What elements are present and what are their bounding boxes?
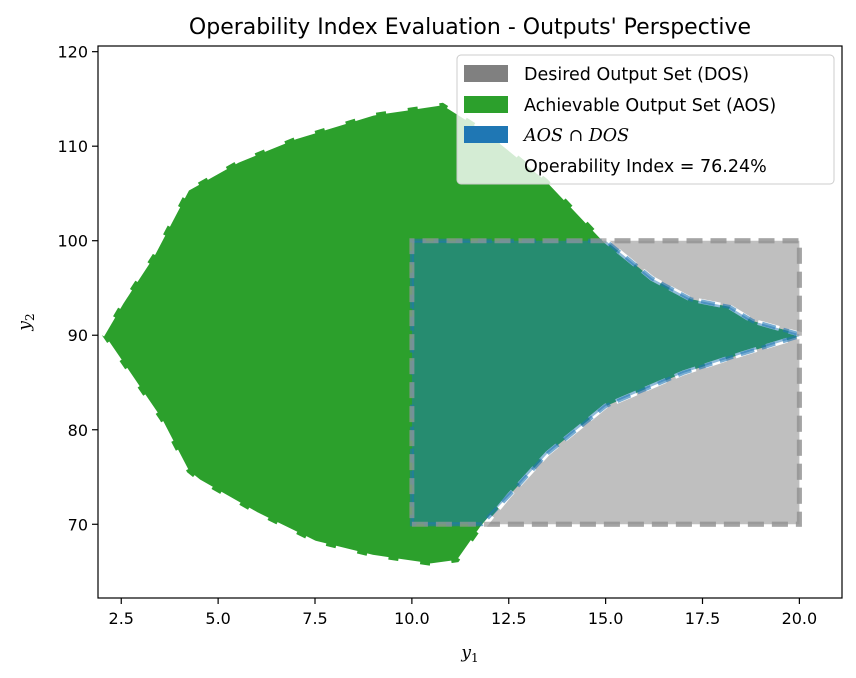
y-tick-label: 100 — [57, 232, 88, 251]
legend-label-dos: Desired Output Set (DOS) — [524, 65, 749, 85]
legend-label-intersection: AOS ∩ DOS — [522, 126, 629, 146]
chart-title: Operability Index Evaluation - Outputs' … — [189, 15, 751, 40]
plot-area — [99, 100, 806, 569]
y-tick-label: 110 — [57, 137, 88, 156]
legend-box — [456, 54, 835, 185]
x-tick-label: 17.5 — [685, 609, 721, 628]
y-axis: 70 80 90 100 110 120 — [57, 43, 98, 534]
legend: Desired Output Set (DOS) Achievable Outp… — [456, 54, 835, 185]
intersection-region — [409, 238, 802, 527]
x-tick-label: 15.0 — [588, 609, 624, 628]
y-axis-label: y2 — [15, 313, 37, 331]
y-tick-label: 90 — [68, 326, 88, 345]
y-tick-label: 120 — [57, 43, 88, 62]
axes-frame — [97, 45, 843, 599]
legend-swatch-aos — [464, 96, 508, 113]
legend-swatch-dos — [464, 65, 508, 82]
dos-outline — [409, 238, 802, 527]
x-axis-label: y1 — [460, 643, 478, 665]
x-axis: 2.5 5.0 7.5 10.0 12.5 15.0 17.5 20.0 — [109, 598, 818, 628]
x-tick-label: 10.0 — [394, 609, 430, 628]
x-tick-label: 12.5 — [491, 609, 527, 628]
x-tick-label: 5.0 — [205, 609, 230, 628]
x-tick-label: 7.5 — [302, 609, 327, 628]
x-tick-label: 2.5 — [109, 609, 134, 628]
legend-label-operability-index: Operability Index = 76.24% — [524, 157, 767, 177]
legend-swatch-intersection — [464, 126, 508, 143]
legend-label-aos: Achievable Output Set (AOS) — [524, 96, 776, 116]
y-tick-label: 70 — [68, 515, 88, 534]
intersection-polygon — [409, 238, 802, 527]
x-tick-label: 20.0 — [782, 609, 818, 628]
y-tick-label: 80 — [68, 421, 88, 440]
